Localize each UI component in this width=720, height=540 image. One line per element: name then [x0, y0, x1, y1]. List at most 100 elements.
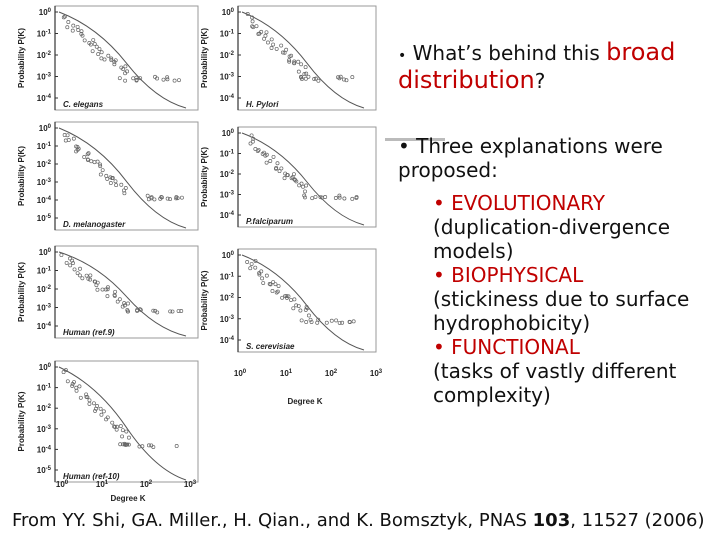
- tick-base: 10: [220, 150, 229, 159]
- point: [78, 266, 82, 271]
- point: [268, 159, 273, 163]
- point: [138, 307, 142, 312]
- point: [87, 401, 92, 406]
- point: [84, 273, 89, 278]
- point: [76, 146, 81, 151]
- tick-label: 10-4: [220, 211, 235, 220]
- point: [99, 412, 104, 417]
- point: [72, 267, 77, 272]
- point: [120, 434, 125, 439]
- point: [336, 75, 340, 80]
- point: [77, 273, 82, 278]
- point: [61, 370, 66, 375]
- panel-label: D. melanogaster: [63, 220, 126, 229]
- tick-exponent: -1: [46, 30, 52, 36]
- point: [138, 307, 143, 312]
- tick-exponent: 0: [65, 480, 69, 486]
- tick-base: 10: [96, 480, 105, 489]
- point: [105, 285, 110, 290]
- citation-text: From YY. Shi, GA. Miller., H. Qian., and…: [12, 510, 533, 531]
- tick-base: 10: [56, 480, 65, 489]
- point: [347, 319, 352, 324]
- point: [118, 442, 123, 447]
- point: [112, 62, 117, 67]
- point: [70, 383, 75, 388]
- panel-label: S. cerevisiae: [246, 342, 295, 351]
- point: [145, 193, 150, 198]
- panel-frame: [237, 126, 377, 228]
- tick-exponent: -5: [46, 214, 52, 220]
- tick-label: 10-3: [220, 191, 235, 200]
- point: [165, 75, 170, 80]
- point: [64, 260, 69, 265]
- point: [275, 289, 280, 294]
- point: [120, 304, 125, 309]
- point: [112, 293, 117, 298]
- point: [269, 46, 274, 50]
- tick-base: 10: [39, 363, 48, 372]
- point: [89, 159, 94, 164]
- tick-label: 10-4: [37, 94, 52, 103]
- tick-exponent: -5: [46, 466, 52, 472]
- point: [109, 56, 114, 61]
- tick-base: 10: [220, 94, 229, 103]
- point: [117, 76, 122, 81]
- point: [284, 47, 289, 52]
- point: [280, 295, 285, 300]
- tick-base: 10: [220, 30, 229, 39]
- tick-base: 10: [37, 196, 46, 205]
- point: [65, 133, 70, 138]
- point: [263, 33, 268, 38]
- point: [99, 50, 104, 55]
- tick-exponent: -4: [46, 94, 52, 100]
- tick-label: 10-1: [37, 142, 52, 151]
- point: [63, 368, 68, 373]
- question-emphasis: broad distribution: [398, 38, 676, 94]
- point: [294, 303, 299, 308]
- point: [259, 269, 264, 274]
- tick-exponent: 0: [48, 8, 52, 14]
- point: [138, 76, 143, 81]
- tick-base: 10: [37, 94, 46, 103]
- point: [108, 181, 113, 185]
- item-detail: (tasks of vastly different complexity): [433, 359, 677, 407]
- point: [284, 294, 289, 298]
- citation-pages: , 11527 (2006): [570, 510, 705, 531]
- bullet: •: [433, 191, 445, 215]
- tick-label: 10-3: [37, 425, 52, 434]
- point: [264, 30, 269, 35]
- point: [66, 138, 71, 142]
- point: [74, 149, 79, 154]
- point: [101, 409, 106, 414]
- point: [134, 78, 139, 83]
- tick-base: 10: [140, 480, 149, 489]
- tick-exponent: -1: [46, 142, 52, 148]
- point: [112, 424, 117, 429]
- point: [105, 415, 110, 420]
- point: [263, 153, 268, 158]
- point: [99, 56, 104, 61]
- point: [344, 78, 349, 83]
- point: [299, 77, 304, 81]
- point: [122, 301, 127, 306]
- point: [172, 78, 177, 83]
- tick-label: 10-2: [37, 160, 52, 169]
- point: [102, 57, 107, 62]
- point: [96, 52, 101, 57]
- point: [351, 319, 356, 324]
- point: [85, 152, 90, 157]
- tick-label: 102: [325, 369, 338, 378]
- point: [316, 317, 321, 322]
- tick-exponent: -1: [229, 150, 235, 156]
- tick-exponent: -3: [46, 178, 52, 184]
- point: [72, 380, 76, 384]
- point: [299, 74, 303, 79]
- point: [291, 306, 296, 311]
- point: [65, 379, 70, 384]
- tick-base: 10: [37, 404, 46, 413]
- point: [123, 71, 128, 76]
- point: [114, 427, 119, 432]
- point: [97, 47, 102, 51]
- point: [269, 37, 274, 42]
